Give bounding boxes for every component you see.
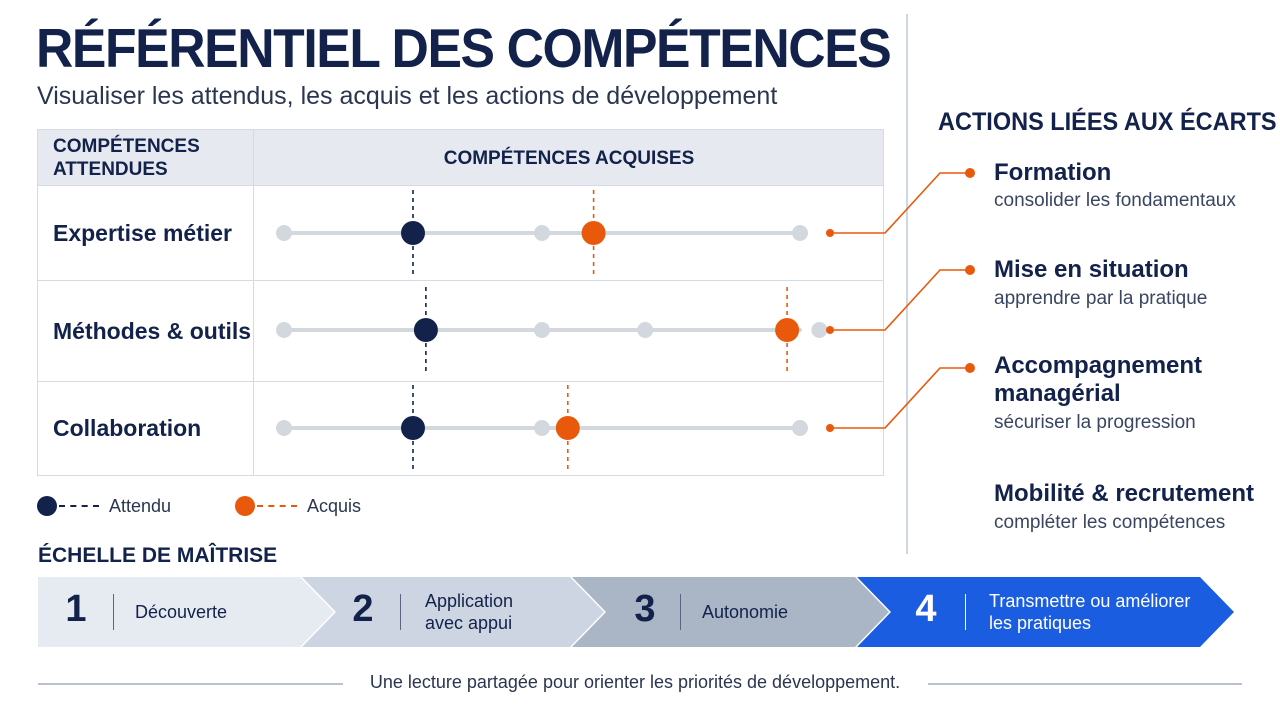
track-tick-point <box>534 322 550 338</box>
track-tick-point <box>792 225 808 241</box>
track-tick-point <box>637 322 654 338</box>
row-label-expertise: Expertise métier <box>53 220 232 246</box>
connector-end-dot <box>965 363 975 373</box>
legend-expected-dot <box>37 496 57 516</box>
step-separator <box>113 594 114 630</box>
matrix-column-divider <box>253 130 254 475</box>
connector-mise-en-situation <box>830 269 970 331</box>
vertical-divider <box>906 14 908 554</box>
action-mobilite-title: Mobilité & recrutement <box>994 480 1255 507</box>
legend-acquired-label: Acquis <box>307 495 362 516</box>
action-accompagnement-subtitle: sécuriser la progression <box>994 412 1196 433</box>
connector-end-dot <box>965 265 975 275</box>
connector-formation <box>830 172 970 234</box>
connector-start-dot <box>826 229 834 237</box>
step-3-chevron <box>572 577 889 647</box>
step-1-chevron <box>38 577 334 647</box>
step-separator <box>965 594 966 630</box>
track-tick-point <box>276 420 292 436</box>
scale-title: ÉCHELLE DE MAÎTRISE <box>38 544 278 567</box>
footer-rule-left <box>38 683 343 685</box>
track-tick-point <box>276 225 292 241</box>
legend-expected-dash <box>59 505 99 507</box>
step-1-label: Découverte <box>135 602 228 622</box>
action-mise-en-situation-subtitle: apprendre par la pratique <box>994 288 1208 309</box>
step-2-label: Application avec appui <box>425 591 514 633</box>
step-separator <box>400 594 401 630</box>
action-formation-subtitle: consolider les fondamentaux <box>994 190 1236 211</box>
step-1-number: 1 <box>65 588 87 630</box>
header-expected-skills: COMPÉTENCES ATTENDUES <box>53 136 200 180</box>
track-tick-point <box>534 420 550 436</box>
step-separator <box>680 594 681 630</box>
track-tick-point <box>811 322 828 338</box>
action-mobilite-subtitle: compléter les compétences <box>994 512 1226 533</box>
step-4-label: Transmettre ou améliorer les pratiques <box>989 591 1191 633</box>
step-4-number: 4 <box>915 588 937 630</box>
expected-level-marker <box>401 221 425 245</box>
track-tick-point <box>276 322 292 338</box>
connector-start-dot <box>826 326 834 334</box>
track-tick-point <box>792 420 808 436</box>
row-label-methods: Méthodes & outils <box>53 318 252 344</box>
step-2-chevron <box>302 577 604 647</box>
step-2-number: 2 <box>352 588 374 630</box>
header-acquired-skills: COMPÉTENCES ACQUISES <box>443 148 695 169</box>
connector-end-dot <box>965 168 975 178</box>
step-3-label: Autonomie <box>702 602 789 622</box>
acquired-level-marker <box>555 416 580 440</box>
legend-acquired-dot <box>235 496 255 516</box>
skills-gap-plot <box>276 190 828 471</box>
matrix-row-divider <box>38 280 883 281</box>
row-label-collaboration: Collaboration <box>53 415 202 441</box>
acquired-level-marker <box>775 318 800 342</box>
expected-level-marker <box>401 416 425 440</box>
actions-title: ACTIONS LIÉES AUX ÉCARTS <box>938 108 1277 136</box>
action-formation-title: Formation <box>994 159 1112 186</box>
page-title: RÉFÉRENTIEL DES COMPÉTENCES <box>36 17 892 79</box>
legend-acquired: Acquis <box>235 493 361 519</box>
legend-acquired-dash <box>257 505 297 507</box>
track-tick-point <box>534 225 550 241</box>
page-subtitle: Visualiser les attendus, les acquis et l… <box>37 82 778 110</box>
competency-matrix: COMPÉTENCES ATTENDUES COMPÉTENCES ACQUIS… <box>37 129 884 476</box>
connector-accompagnement <box>830 367 970 429</box>
matrix-row-divider <box>38 381 883 382</box>
acquired-level-marker <box>581 221 606 245</box>
step-4-chevron <box>857 577 1234 647</box>
legend-expected: Attendu <box>37 493 171 519</box>
action-mise-en-situation-title: Mise en situation <box>994 256 1189 283</box>
connector-start-dot <box>826 424 834 432</box>
expected-level-marker <box>413 318 438 342</box>
step-3-number: 3 <box>634 588 656 630</box>
action-accompagnement-title: Accompagnement managérial <box>994 352 1203 407</box>
footer-text: Une lecture partagée pour orienter les p… <box>369 672 901 692</box>
footer-rule-right <box>928 683 1242 685</box>
matrix-header <box>38 130 883 186</box>
legend-expected-label: Attendu <box>109 495 172 516</box>
